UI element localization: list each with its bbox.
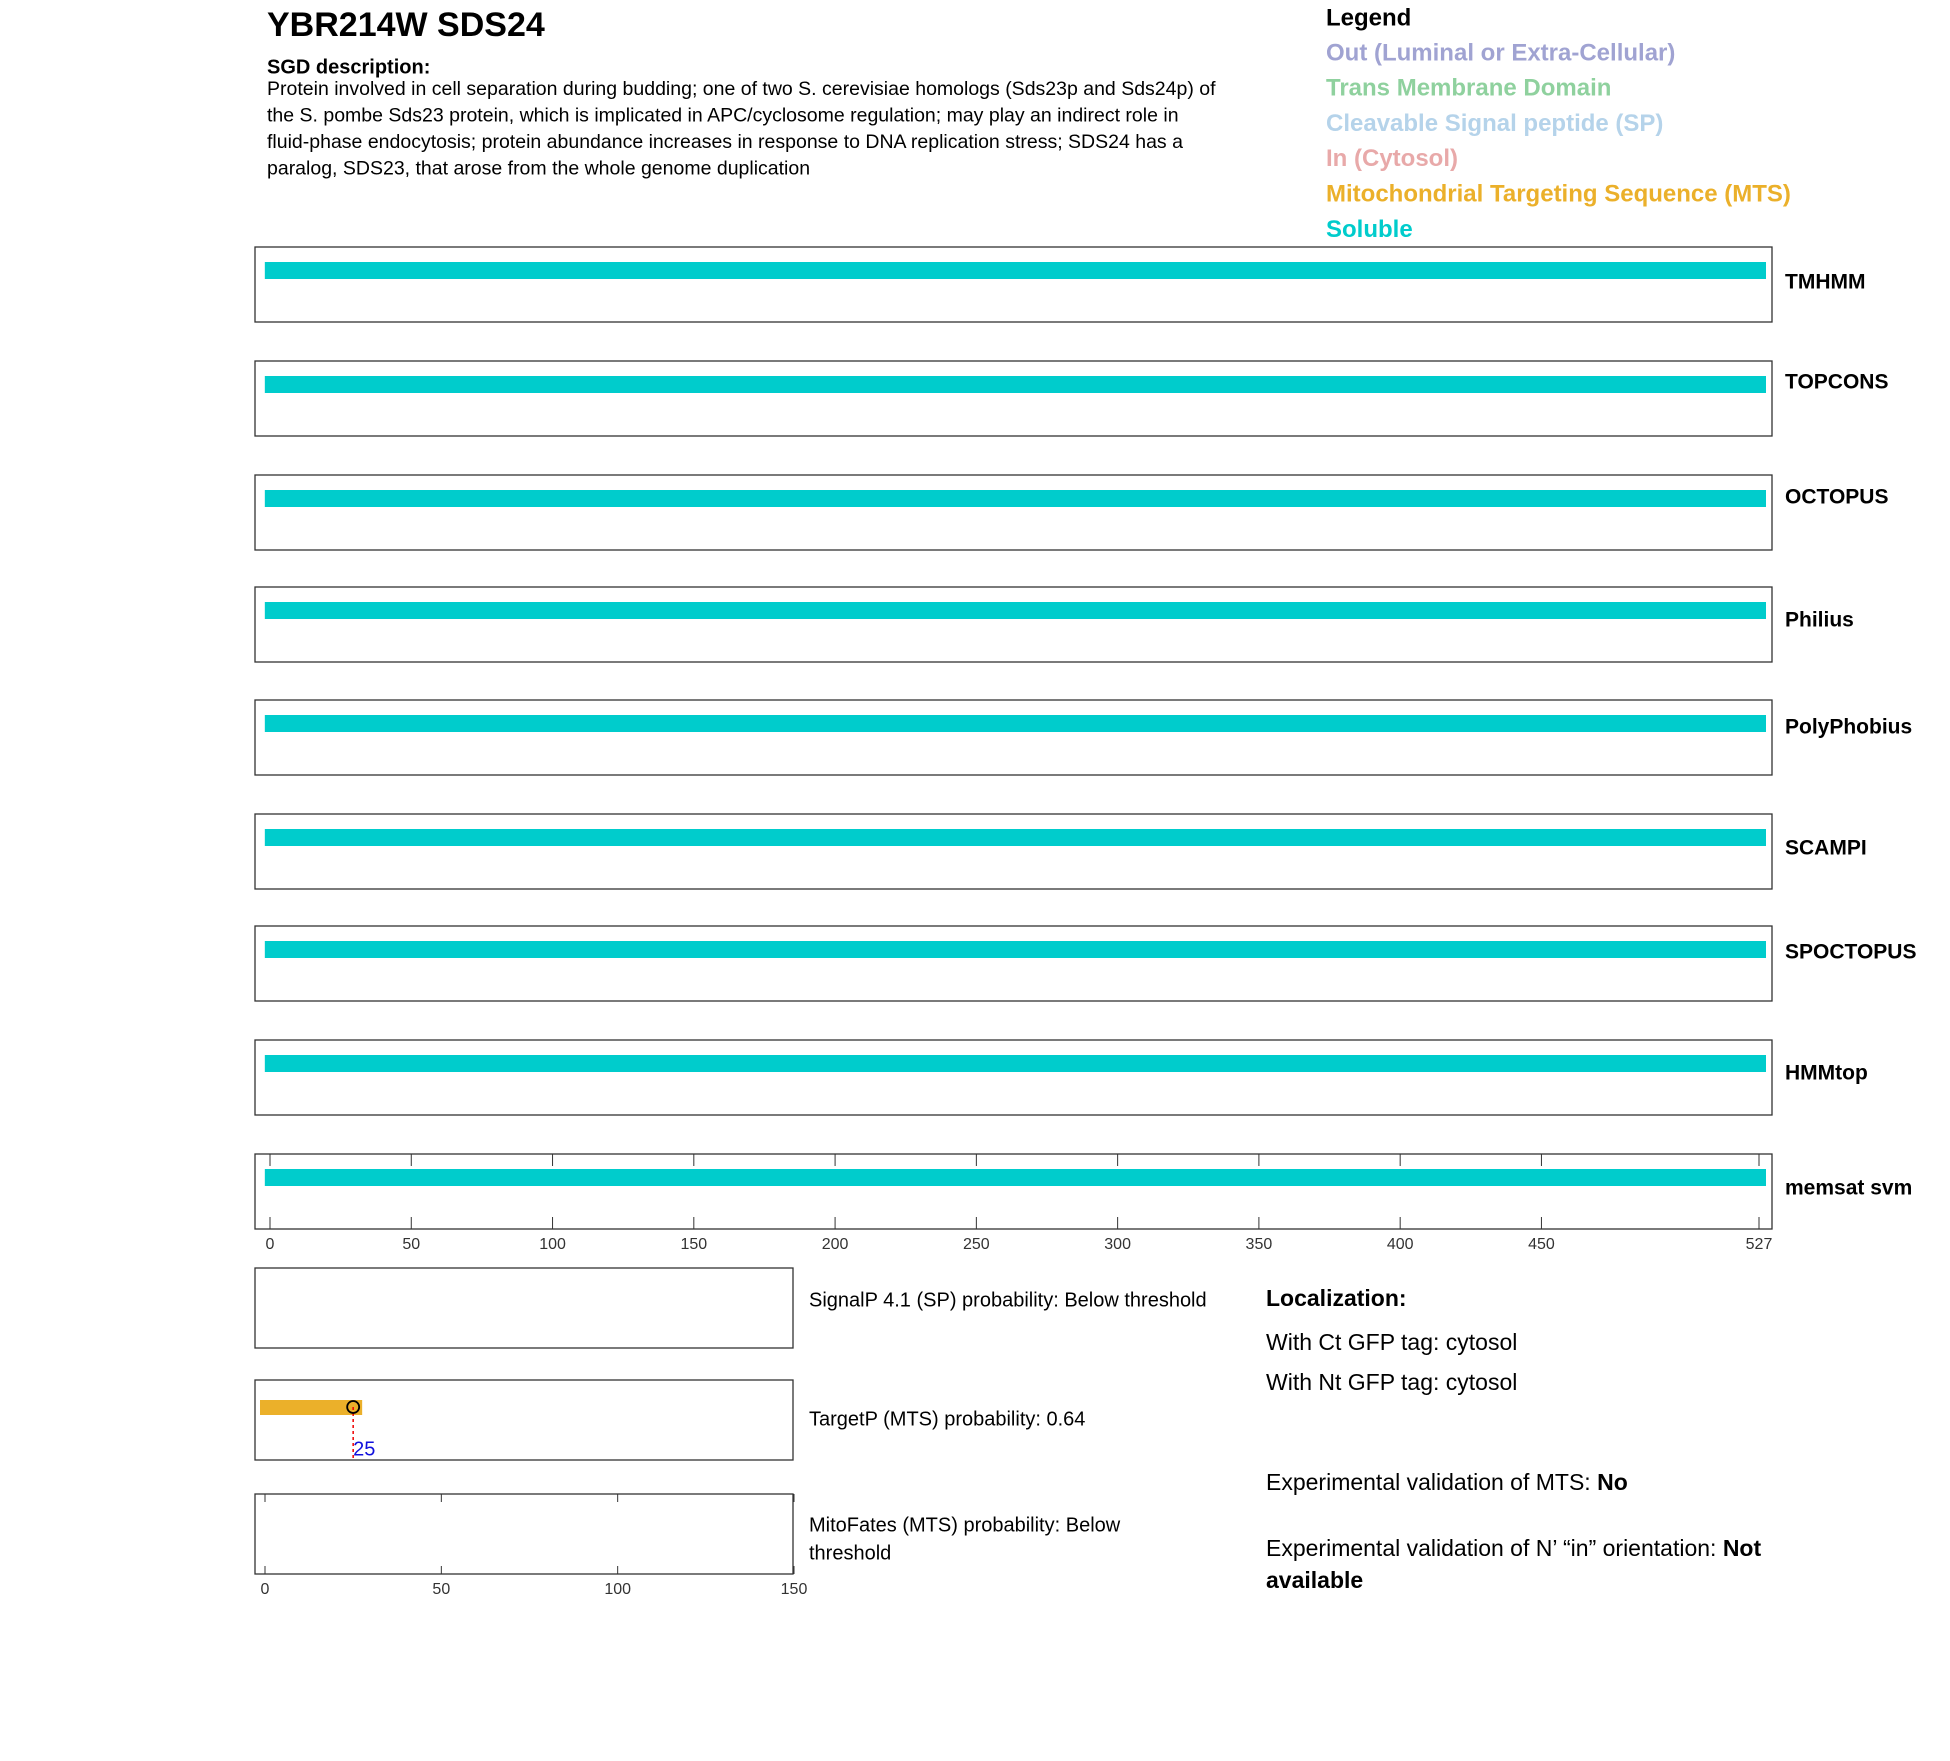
tick-label: 150 [680, 1236, 707, 1253]
panel-label: threshold [809, 1542, 891, 1564]
text: With Nt GFP tag: cytosol [1266, 1369, 1518, 1395]
segment [264, 376, 1766, 393]
text: With Ct GFP tag: cytosol [1266, 1329, 1518, 1355]
description-line: paralog, SDS23, that arose from the whol… [267, 158, 810, 180]
segment [264, 715, 1766, 732]
tick-label: 50 [402, 1236, 420, 1253]
track-label: HMMtop [1785, 1062, 1868, 1085]
mts-bar [260, 1400, 363, 1415]
tick-label: 250 [963, 1236, 990, 1253]
track-box [254, 699, 1773, 776]
panel-box [254, 1493, 794, 1575]
tick-label: 527 [1746, 1236, 1773, 1253]
track-box [254, 586, 1773, 663]
track-label: TOPCONS [1785, 371, 1888, 394]
track-box [254, 813, 1773, 890]
localization-title: Localization: [1266, 1285, 1407, 1311]
panel-box [254, 1379, 794, 1461]
tick-label: 0 [266, 1236, 275, 1253]
cleavage-marker [346, 1400, 361, 1414]
track-box [254, 1039, 1773, 1116]
track-label: SCAMPI [1785, 837, 1867, 860]
text: Experimental validation of N’ “in” orien… [1266, 1535, 1723, 1561]
track-label: Philius [1785, 609, 1854, 632]
localization-line: With Ct GFP tag: cytosol [1266, 1329, 1517, 1356]
segment [264, 490, 1766, 507]
track-label: TMHMM [1785, 271, 1865, 294]
tick-label: 50 [432, 1581, 450, 1598]
description-line: fluid-phase endocytosis; protein abundan… [267, 131, 1183, 153]
tick-label: 350 [1246, 1236, 1273, 1253]
description-line: Protein involved in cell separation duri… [267, 78, 1216, 100]
tick-label: 400 [1387, 1236, 1414, 1253]
track-box [254, 360, 1773, 437]
legend-item: Cleavable Signal peptide (SP) [1326, 110, 1663, 137]
track-label: memsat svm [1785, 1177, 1912, 1200]
text: No [1597, 1469, 1628, 1495]
panel-label: SignalP 4.1 (SP) probability: Below thre… [809, 1289, 1207, 1311]
validation: Experimental validation of MTS: No [1266, 1466, 1826, 1498]
panel-label: TargetP (MTS) probability: 0.64 [809, 1408, 1085, 1430]
track-box [254, 474, 1773, 551]
tick-label: 450 [1528, 1236, 1555, 1253]
localization-line: With Nt GFP tag: cytosol [1266, 1369, 1517, 1396]
segment [264, 1055, 1766, 1072]
legend-item: Mitochondrial Targeting Sequence (MTS) [1326, 181, 1791, 208]
segment [264, 1169, 1766, 1186]
tick-label: 0 [261, 1581, 270, 1598]
panel-label: MitoFates (MTS) probability: Below [809, 1514, 1121, 1536]
description-label: SGD description: [267, 56, 430, 78]
tick-label: 200 [822, 1236, 849, 1253]
legend-item: In (Cytosol) [1326, 145, 1458, 172]
tick-label: 100 [539, 1236, 566, 1253]
text: Not available [1266, 1535, 1768, 1593]
track-box [254, 246, 1773, 323]
track-label: PolyPhobius [1785, 716, 1912, 739]
panel-box [254, 1267, 794, 1349]
track-box [254, 925, 1773, 1002]
description-line: the S. pombe Sds23 protein, which is imp… [267, 105, 1179, 127]
segment [264, 602, 1766, 619]
legend-item: Soluble [1326, 216, 1413, 243]
track-box [254, 1153, 1773, 1230]
cleavage-label: 25 [353, 1438, 375, 1460]
legend-title: Legend [1326, 4, 1411, 31]
track-label: SPOCTOPUS [1785, 941, 1916, 964]
tick-label: 100 [604, 1581, 631, 1598]
legend-item: Out (Luminal or Extra-Cellular) [1326, 39, 1675, 66]
segment [264, 941, 1766, 958]
tick-label: 150 [781, 1581, 808, 1598]
track-label: OCTOPUS [1785, 486, 1888, 509]
segment [264, 829, 1766, 846]
legend-item: Trans Membrane Domain [1326, 75, 1611, 102]
validation: Experimental validation of N’ “in” orien… [1266, 1532, 1826, 1596]
title: YBR214W SDS24 [267, 6, 545, 44]
text: Experimental validation of MTS: [1266, 1469, 1598, 1495]
tick-label: 300 [1104, 1236, 1131, 1253]
segment [264, 262, 1766, 279]
